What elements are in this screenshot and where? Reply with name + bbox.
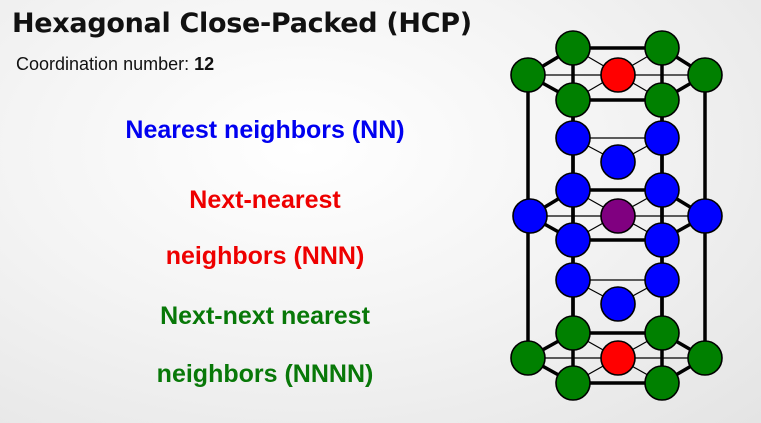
coordination-number: Coordination number: 12 — [16, 54, 214, 75]
atom-nn — [687, 198, 723, 234]
atom-nnn — [600, 57, 636, 93]
atom-nnnn — [555, 365, 591, 401]
atom-nn — [512, 198, 548, 234]
legend-next-next-nearest-neighbors: Next-next nearest neighbors (NNNN) — [15, 287, 515, 403]
legend-next-nearest-neighbors: Next-nearest neighbors (NNN) — [15, 172, 515, 284]
atom-nn — [644, 120, 680, 156]
atom-nnnn — [510, 57, 546, 93]
atom-nnnn — [644, 30, 680, 66]
atom-center — [600, 198, 636, 234]
coordination-value: 12 — [194, 54, 215, 74]
atom-nnnn — [687, 57, 723, 93]
atom-nnnn — [510, 340, 546, 376]
atom-nnnn — [555, 30, 591, 66]
atom-nn — [644, 262, 680, 298]
coordination-label: Coordination number: — [16, 54, 190, 74]
legend-nnnn-line2: neighbors (NNNN) — [156, 360, 374, 388]
legend-nnnn-line1: Next-next nearest — [160, 302, 370, 330]
atom-nnnn — [644, 315, 680, 351]
atom-nnn — [600, 340, 636, 376]
atom-nn — [555, 262, 591, 298]
atom-nnnn — [555, 315, 591, 351]
atom-nn — [644, 222, 680, 258]
legend-nearest-neighbors: Nearest neighbors (NN) — [15, 102, 515, 158]
page-title: Hexagonal Close-Packed (HCP) — [12, 8, 472, 39]
atom-nn — [600, 286, 636, 322]
atom-nnnn — [644, 365, 680, 401]
atoms — [510, 30, 723, 401]
atom-nnnn — [687, 340, 723, 376]
atom-nn — [644, 172, 680, 208]
atom-nn — [555, 172, 591, 208]
atom-nn — [600, 144, 636, 180]
legend-nnn-line2: neighbors (NNN) — [165, 242, 365, 270]
atom-nn — [555, 222, 591, 258]
legend-nnn-line1: Next-nearest — [189, 186, 341, 214]
atom-nnnn — [644, 82, 680, 118]
atom-nn — [555, 120, 591, 156]
legend-nn-text: Nearest neighbors (NN) — [125, 116, 405, 144]
atom-nnnn — [555, 82, 591, 118]
